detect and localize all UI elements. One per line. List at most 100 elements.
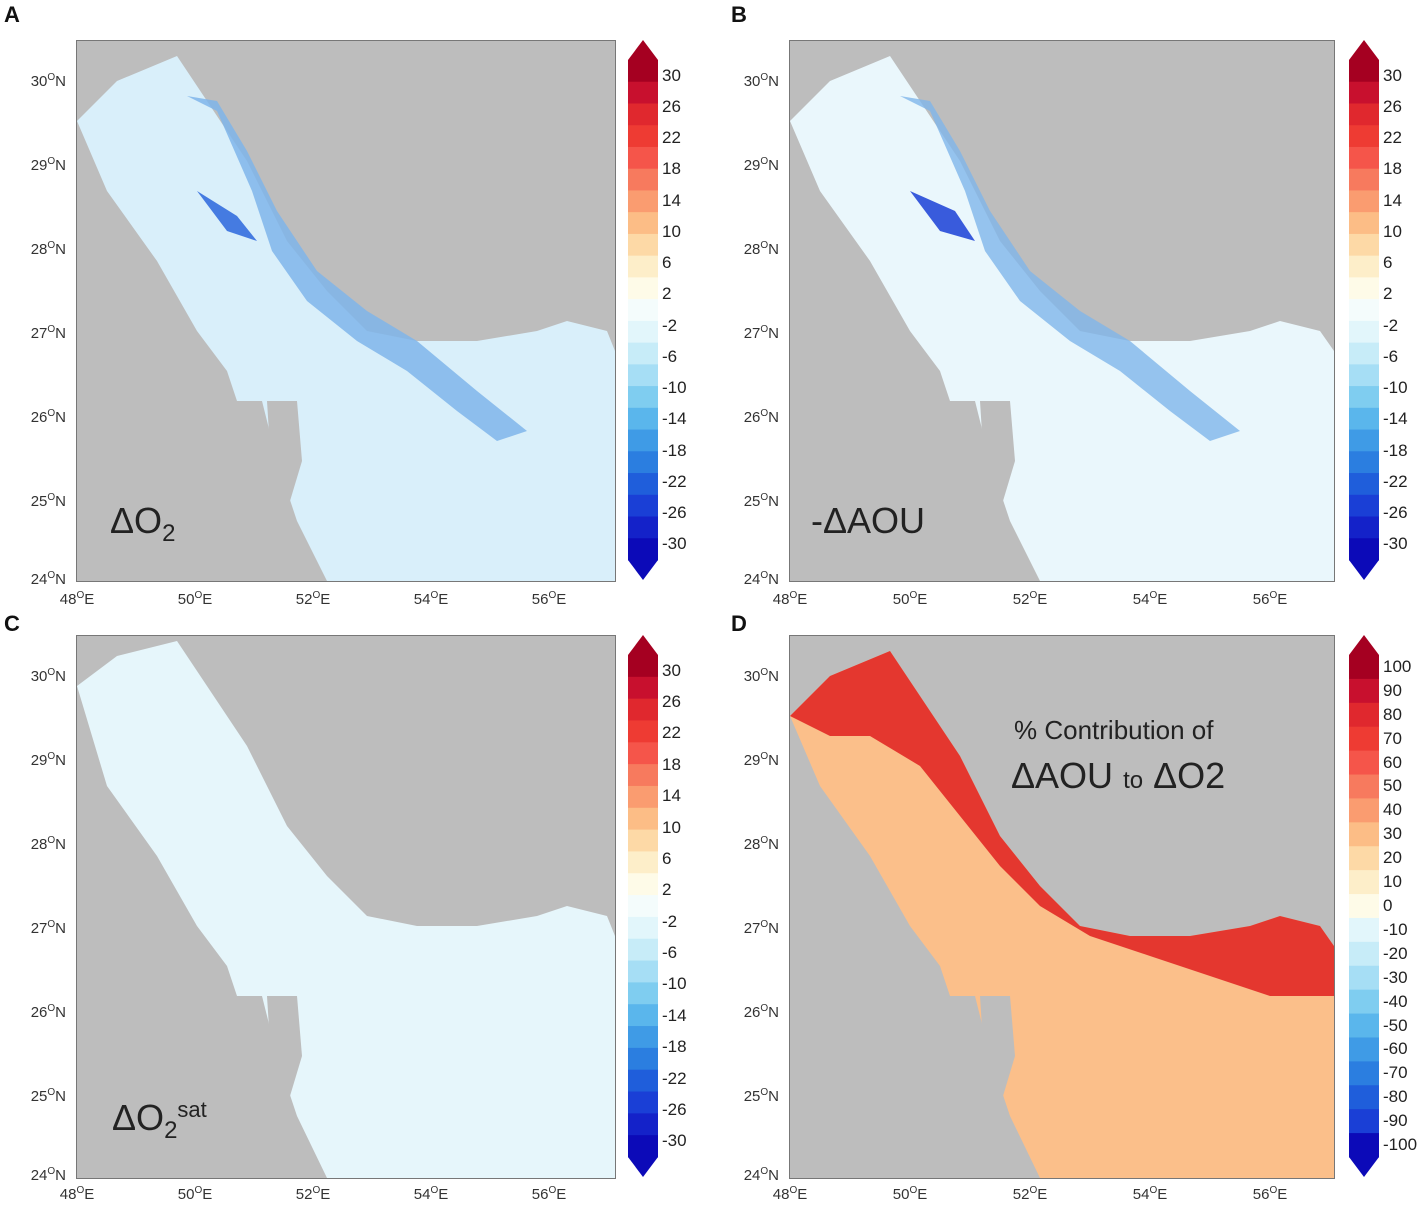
core-anomaly: [197, 191, 257, 241]
colorbar-segment: [628, 807, 658, 831]
lat-label: 28ON: [743, 240, 779, 258]
colorbar-tick-label: 10: [1383, 221, 1402, 241]
colorbar-segment: [1349, 190, 1379, 213]
colorbar-segment: [1349, 103, 1379, 126]
colorbar-tick-label: 30: [1383, 824, 1402, 844]
lat-label: 26ON: [743, 408, 779, 426]
colorbar-segment: [1349, 320, 1379, 344]
colorbar-tick-label: -6: [1383, 346, 1399, 366]
lat-label: 28ON: [30, 240, 66, 258]
colorbar-tick-label: -2: [662, 911, 678, 931]
colorbar-tick-label: -26: [662, 503, 687, 523]
colorbar-tick-label: -26: [662, 1099, 687, 1119]
panel-letter: C: [4, 611, 20, 636]
lon-label: 48OE: [59, 1185, 95, 1203]
colorbar-tick-label: 10: [1383, 872, 1402, 892]
colorbar-segment: [1349, 60, 1379, 83]
colorbar: 30 26 22 18 14 10 6 2 -2 -6 -10 -14 -18 -22 -26 -30: [1349, 40, 1417, 580]
colorbar-segment: [1349, 125, 1379, 148]
gulf-map: [790, 56, 1334, 581]
qatar-land: [267, 996, 302, 1106]
lat-label: 27ON: [30, 919, 66, 937]
colorbar-max-arrow: [1349, 635, 1379, 655]
lat-label: 25ON: [30, 1087, 66, 1105]
deep-anomaly: [900, 96, 1240, 441]
colorbar-segment: [628, 655, 658, 678]
colorbar-tick-label: 26: [1383, 96, 1402, 116]
lat-label: 26ON: [30, 408, 66, 426]
colorbar-segment: [1349, 1037, 1379, 1062]
colorbar-tick-label: -26: [1383, 503, 1408, 523]
colorbar-segment: [1349, 212, 1379, 235]
colorbar-segment: [628, 407, 658, 431]
colorbar-segment: [1349, 989, 1379, 1015]
colorbar-segment: [1349, 870, 1379, 895]
gulf-map: [790, 651, 1334, 1178]
lat-label: 24ON: [30, 1166, 66, 1184]
lon-label: 48OE: [772, 1185, 808, 1203]
colorbar-min-arrow: [628, 1157, 658, 1177]
colorbar-segment: [628, 212, 658, 235]
colorbar-tick-label: 40: [1383, 800, 1402, 820]
lat-label: 25ON: [30, 492, 66, 510]
colorbar-segment: [1349, 846, 1379, 871]
lat-label: 27ON: [743, 324, 779, 342]
lat-label: 29ON: [30, 751, 66, 769]
colorbar-segment: [628, 895, 658, 918]
lat-label: 26ON: [743, 1003, 779, 1021]
colorbar-tick-label: 18: [662, 159, 681, 179]
colorbar-segment: [1349, 655, 1379, 680]
lat-label: 29ON: [30, 156, 66, 174]
colorbar-segment: [1349, 168, 1379, 191]
colorbar-tick-label: -90: [1383, 1111, 1408, 1131]
panel-label: ΔO2: [110, 500, 176, 548]
colorbar-tick-label: 2: [662, 284, 672, 304]
panel-b: B 30ON 29ON 28ON 27ON 26ON 25ON 24ON 48O…: [709, 0, 1418, 611]
colorbar-segment: [1349, 277, 1379, 300]
qatar-land: [980, 996, 1015, 1106]
colorbar-tick-label: 30: [662, 660, 681, 680]
colorbar-tick-label: -22: [662, 471, 687, 491]
colorbar-segment: [628, 938, 658, 962]
colorbar-segment: [628, 60, 658, 83]
lon-label: 56OE: [1252, 1185, 1288, 1203]
colorbar-tick-label: 10: [662, 221, 681, 241]
colorbar-segment: [1349, 364, 1379, 387]
lon-label: 50OE: [892, 1185, 928, 1203]
lon-label: 54OE: [1132, 1185, 1168, 1203]
colorbar-tick-label: 70: [1383, 728, 1402, 748]
lat-label: 25ON: [743, 1087, 779, 1105]
colorbar-tick-label: 2: [662, 880, 672, 900]
map-area: [789, 40, 1335, 582]
colorbar-segment: [628, 168, 658, 191]
colorbar-segment: [628, 429, 658, 452]
colorbar-tick-label: -18: [662, 1037, 687, 1057]
colorbar-tick-label: 14: [662, 786, 681, 806]
colorbar-tick-label: 14: [662, 190, 681, 210]
colorbar-segment: [628, 851, 658, 874]
colorbar-segment: [1349, 233, 1379, 257]
colorbar-tick-label: 18: [662, 754, 681, 774]
lon-label: 50OE: [177, 1185, 213, 1203]
colorbar-tick-label: 6: [662, 848, 672, 868]
colorbar-tick-label: -6: [662, 346, 678, 366]
colorbar-tick-label: 22: [662, 128, 681, 148]
colorbar-segment: [1349, 1061, 1379, 1086]
colorbar-tick-label: 18: [1383, 159, 1402, 179]
colorbar-segment: [628, 1026, 658, 1049]
colorbar-tick-label: -40: [1383, 991, 1408, 1011]
colorbar-segment: [628, 1069, 658, 1093]
colorbar-tick-label: 14: [1383, 190, 1402, 210]
colorbar-max-arrow: [628, 635, 658, 655]
colorbar-segment: [1349, 1133, 1379, 1158]
colorbar-segment: [1349, 798, 1379, 823]
lat-label: 29ON: [743, 156, 779, 174]
colorbar-segment: [628, 916, 658, 940]
colorbar-segment: [1349, 1013, 1379, 1038]
colorbar-segment: [628, 146, 658, 170]
lat-label: 27ON: [30, 324, 66, 342]
core-anomaly: [910, 191, 975, 241]
map-area: [76, 635, 616, 1179]
colorbar-segment: [628, 364, 658, 387]
colorbar-segment: [628, 873, 658, 896]
